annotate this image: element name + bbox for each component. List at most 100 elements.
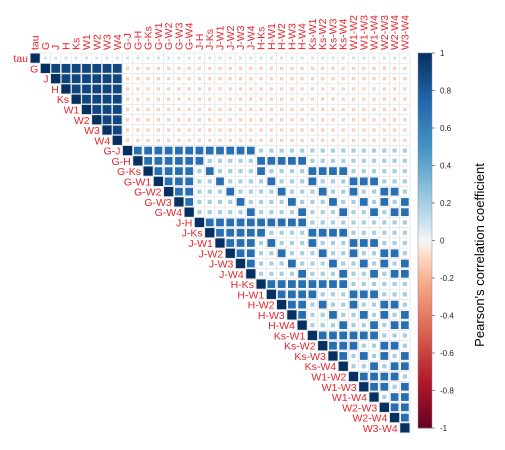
correlation-cell bbox=[112, 105, 122, 114]
correlation-cell bbox=[341, 189, 346, 194]
correlation-cell bbox=[361, 210, 366, 215]
correlation-cell bbox=[259, 87, 263, 91]
correlation-cell bbox=[102, 105, 112, 114]
correlation-cell bbox=[380, 341, 389, 350]
correlation-cell bbox=[177, 97, 181, 101]
correlation-cell bbox=[351, 158, 356, 163]
correlation-cell bbox=[330, 189, 336, 194]
colorbar-segment bbox=[418, 270, 432, 275]
correlation-cell bbox=[259, 56, 263, 60]
colorbar-segment bbox=[418, 401, 432, 406]
correlation-cell bbox=[402, 333, 407, 338]
correlation-cell bbox=[351, 220, 356, 225]
colorbar-tick-label: 0.2 bbox=[440, 199, 452, 208]
correlation-cell bbox=[402, 220, 407, 225]
correlation-cell bbox=[310, 312, 315, 317]
row-label: Ks-W3 bbox=[294, 351, 326, 363]
correlation-cell bbox=[390, 187, 399, 196]
correlation-cell bbox=[197, 169, 202, 174]
correlation-cell bbox=[112, 115, 122, 125]
correlation-cell bbox=[341, 199, 346, 204]
correlation-cell bbox=[339, 331, 348, 340]
correlation-cell bbox=[279, 179, 284, 184]
correlation-cell bbox=[380, 259, 389, 268]
correlation-cell bbox=[382, 230, 387, 235]
correlation-cell bbox=[341, 87, 345, 91]
correlation-cell bbox=[228, 97, 232, 101]
correlation-cell bbox=[329, 259, 337, 268]
correlation-cell bbox=[208, 138, 212, 142]
correlation-cell bbox=[390, 403, 399, 412]
correlation-cell bbox=[341, 312, 346, 317]
correlation-cell bbox=[236, 228, 245, 237]
correlation-cell bbox=[298, 269, 307, 278]
correlation-cell bbox=[167, 138, 171, 142]
correlation-cell bbox=[175, 187, 183, 196]
colorbar-segment bbox=[418, 364, 432, 369]
row-label: J bbox=[43, 74, 48, 86]
correlation-cell bbox=[167, 87, 171, 91]
correlation-cell bbox=[197, 118, 202, 122]
correlation-cell bbox=[338, 361, 348, 371]
row-label: W3-W4 bbox=[363, 423, 398, 435]
colorbar-segment bbox=[418, 79, 432, 84]
correlation-cell bbox=[372, 97, 376, 101]
correlation-cell bbox=[339, 280, 348, 288]
correlation-cell bbox=[402, 282, 407, 287]
colorbar-segment bbox=[418, 214, 432, 219]
correlation-cell bbox=[403, 97, 407, 101]
correlation-cell bbox=[125, 118, 130, 122]
row-label: H-Ks bbox=[231, 279, 254, 291]
correlation-cell bbox=[300, 199, 305, 204]
correlation-cell bbox=[382, 118, 386, 122]
correlation-cell bbox=[267, 239, 276, 247]
colorbar-segment bbox=[418, 90, 432, 95]
correlation-cell bbox=[328, 351, 338, 361]
correlation-cell bbox=[156, 138, 160, 142]
colorbar-segment bbox=[418, 289, 432, 294]
correlation-cell bbox=[330, 292, 336, 297]
correlation-cell bbox=[300, 87, 304, 91]
correlation-cell bbox=[167, 97, 171, 101]
correlation-cell bbox=[287, 310, 297, 320]
correlation-cell bbox=[280, 118, 284, 122]
column-label: W1-W4 bbox=[369, 15, 381, 50]
correlation-cell bbox=[300, 128, 304, 132]
correlation-cell bbox=[288, 290, 296, 299]
correlation-cell bbox=[310, 77, 315, 81]
correlation-cell bbox=[329, 228, 337, 237]
correlation-cell bbox=[92, 115, 102, 125]
correlation-cell bbox=[389, 412, 400, 423]
correlation-cell bbox=[228, 107, 232, 112]
correlation-cell bbox=[330, 271, 336, 276]
correlation-cell bbox=[259, 107, 263, 112]
colorbar-segment bbox=[418, 259, 432, 264]
colorbar-segment bbox=[418, 154, 432, 159]
correlation-cell bbox=[246, 269, 256, 279]
row-label: H-W4 bbox=[268, 320, 295, 332]
correlation-cell bbox=[167, 107, 171, 112]
correlation-cell bbox=[156, 87, 160, 91]
colorbar-segment bbox=[418, 143, 432, 148]
correlation-cell bbox=[362, 66, 366, 71]
correlation-cell bbox=[329, 167, 337, 175]
correlation-cell bbox=[300, 230, 305, 235]
correlation-cell bbox=[359, 290, 368, 299]
correlation-cell bbox=[351, 364, 356, 369]
colorbar-segment bbox=[418, 323, 432, 328]
colorbar-segment bbox=[418, 315, 432, 320]
correlation-cell bbox=[228, 169, 233, 174]
colorbar-segment bbox=[418, 86, 432, 91]
colorbar-tick-label: 0.6 bbox=[440, 124, 452, 133]
row-label: J-Ks bbox=[182, 228, 203, 240]
correlation-cell bbox=[112, 94, 122, 104]
colorbar-segment bbox=[418, 285, 432, 290]
correlation-cell bbox=[361, 230, 366, 235]
correlation-cell bbox=[290, 77, 294, 81]
correlation-cell bbox=[390, 372, 399, 381]
correlation-cell bbox=[208, 77, 212, 81]
colorbar-segment bbox=[418, 64, 432, 69]
colorbar-segment bbox=[418, 326, 432, 331]
colorbar-tick-label: 0.8 bbox=[440, 87, 452, 96]
correlation-cell bbox=[207, 199, 212, 204]
